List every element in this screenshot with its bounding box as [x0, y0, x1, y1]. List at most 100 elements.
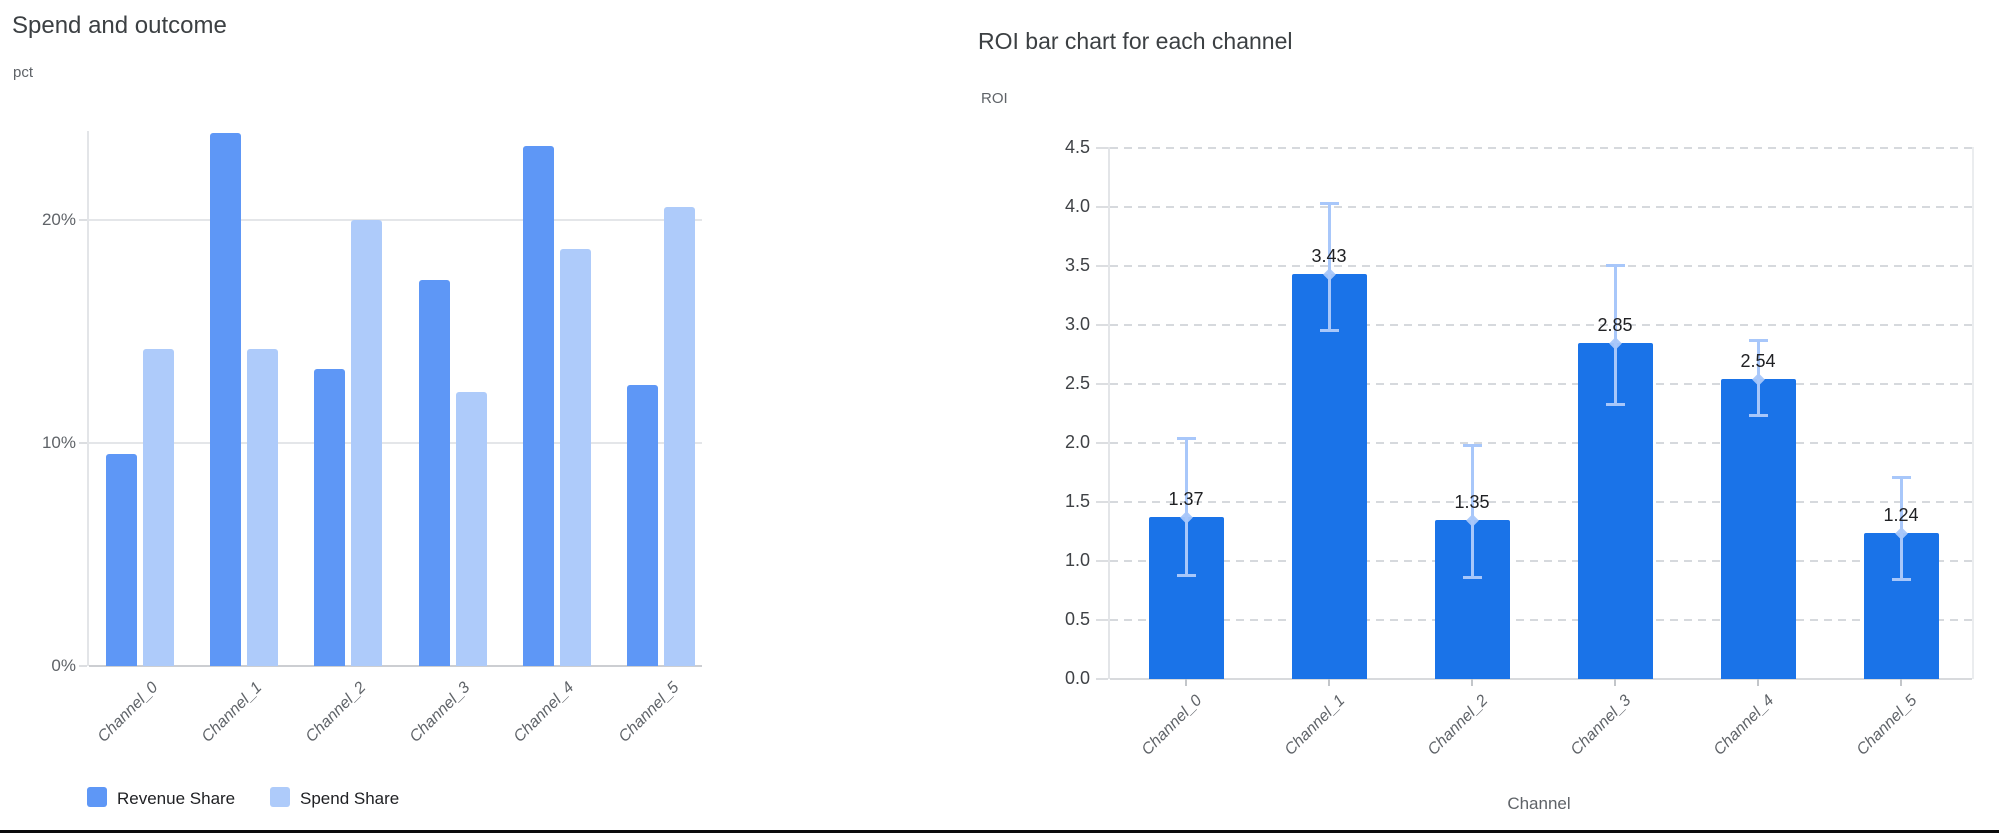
left-xlabel-channel_1: Channel_1 [198, 679, 266, 746]
left-xlabel-channel_2: Channel_2 [302, 679, 370, 746]
right-xlabel-channel_2: Channel_2 [1424, 692, 1492, 759]
right-chart-title: ROI bar chart for each channel [978, 28, 1293, 54]
right-xlabel-channel_5: Channel_5 [1853, 692, 1921, 759]
error-bar-cap-top-channel_2 [1462, 444, 1482, 448]
right-ytick-2.5: 2.5 [1064, 373, 1090, 393]
right-xtick-mark-channel_4 [1757, 679, 1759, 686]
right-x-axis-title: Channel [1507, 794, 1571, 813]
left-gridline-10% [89, 442, 702, 444]
right-ytick-mark-0.0 [1096, 678, 1108, 680]
right-xtick-mark-channel_3 [1614, 679, 1616, 686]
legend-label-revenue-share: Revenue Share [117, 789, 236, 808]
error-bar-cap-bottom-channel_4 [1748, 413, 1768, 417]
roi-bar-channel_4[interactable] [1720, 379, 1796, 679]
bar-spend-share-channel_5[interactable] [664, 206, 695, 666]
error-bar-cap-top-channel_1 [1319, 202, 1339, 206]
right-ytick-3.5: 3.5 [1064, 255, 1090, 275]
error-bar-stem-channel_1 [1327, 203, 1331, 331]
bar-revenue-share-channel_4[interactable] [522, 146, 554, 666]
left-x-axis-line [89, 665, 702, 667]
left-ytick-mark-20% [79, 219, 87, 221]
right-y-axis-labels: 0.0 0.5 1.0 1.5 2.0 2.5 3.0 3.5 4.0 4.5 [1000, 0, 1090, 838]
right-ytick-mark-2.0 [1096, 442, 1108, 444]
left-gridline-20% [89, 219, 702, 221]
right-xlabel-channel_4: Channel_4 [1710, 692, 1778, 759]
error-bar-stem-channel_3 [1613, 264, 1617, 406]
bar-revenue-share-channel_3[interactable] [418, 280, 450, 666]
left-ytick-mark-10% [79, 442, 87, 444]
right-ytick-mark-4.0 [1096, 206, 1108, 208]
left-ytick-mark-0% [79, 665, 87, 667]
bar-revenue-share-channel_0[interactable] [106, 454, 137, 666]
right-gridline-4.0 [1110, 206, 1972, 208]
bar-spend-share-channel_3[interactable] [455, 391, 487, 666]
right-ytick-mark-1.0 [1096, 560, 1108, 562]
right-ytick-1.5: 1.5 [1064, 491, 1090, 511]
bar-revenue-share-channel_5[interactable] [627, 385, 658, 666]
roi-value-label-channel_4: 2.54 [1740, 351, 1776, 372]
error-bar-cap-bottom-channel_5 [1891, 577, 1911, 581]
right-ytick-mark-0.5 [1096, 619, 1108, 621]
right-ytick-4.5: 4.5 [1064, 137, 1090, 157]
error-bar-cap-bottom-channel_0 [1176, 574, 1196, 578]
right-x-axis-line [1110, 678, 1972, 680]
right-xlabel-channel_1: Channel_1 [1281, 692, 1349, 759]
left-ytick-10%: 10% [41, 433, 76, 452]
right-xlabel-channel_0: Channel_0 [1138, 692, 1206, 759]
right-plot-area: 1.37 3.43 1.35 2.85 2.54 1.24 [1108, 147, 1974, 686]
right-xtick-mark-channel_5 [1900, 679, 1902, 686]
right-gridline-2.0 [1110, 442, 1972, 444]
legend-swatch-spend-share [270, 787, 290, 807]
left-xlabel-channel_3: Channel_3 [406, 679, 474, 746]
right-gridline-1.0 [1110, 560, 1972, 562]
roi-value-label-channel_5: 1.24 [1883, 504, 1919, 525]
left-plot-area [87, 131, 702, 667]
bar-spend-share-channel_0[interactable] [143, 349, 174, 666]
bar-spend-share-channel_4[interactable] [559, 249, 591, 666]
left-xlabel-channel_0: Channel_0 [94, 679, 162, 746]
legend-swatch-revenue-share [87, 787, 107, 807]
right-ytick-mark-3.5 [1096, 265, 1108, 267]
roi-bar-channel_1[interactable] [1291, 274, 1367, 679]
right-gridline-3.5 [1110, 265, 1972, 267]
right-gridline-4.5 [1110, 147, 1972, 149]
roi-value-label-channel_3: 2.85 [1597, 314, 1633, 335]
error-bar-cap-bottom-channel_2 [1462, 575, 1482, 579]
roi-value-label-channel_2: 1.35 [1454, 491, 1490, 512]
right-ytick-2.0: 2.0 [1064, 432, 1090, 452]
error-bar-cap-top-channel_0 [1176, 437, 1196, 441]
bar-revenue-share-channel_2[interactable] [314, 369, 346, 666]
right-ytick-0.0: 0.0 [1064, 668, 1090, 688]
error-bar-cap-bottom-channel_1 [1319, 328, 1339, 332]
error-bar-stem-channel_0 [1184, 438, 1188, 577]
right-ytick-0.5: 0.5 [1064, 609, 1090, 629]
right-xlabel-channel_3: Channel_3 [1567, 692, 1635, 759]
error-bar-cap-bottom-channel_3 [1605, 403, 1625, 407]
right-gridline-0.5 [1110, 619, 1972, 621]
left-y-axis-unit: pct [13, 64, 34, 81]
error-bar-stem-channel_2 [1470, 445, 1474, 578]
right-y-axis-unit: ROI [981, 90, 1008, 107]
bar-spend-share-channel_2[interactable] [351, 220, 383, 666]
error-bar-cap-top-channel_5 [1891, 476, 1911, 480]
right-ytick-3.0: 3.0 [1064, 314, 1090, 334]
right-xtick-mark-channel_0 [1185, 679, 1187, 686]
error-bar-cap-top-channel_3 [1605, 263, 1625, 267]
right-xtick-mark-channel_1 [1328, 679, 1330, 686]
right-gridline-3.0 [1110, 324, 1972, 326]
bottom-divider [0, 830, 1999, 833]
left-ytick-20%: 20% [41, 210, 76, 229]
right-ytick-mark-1.5 [1096, 501, 1108, 503]
right-ytick-mark-2.5 [1096, 383, 1108, 385]
right-ytick-mark-4.5 [1096, 147, 1108, 149]
left-ytick-0%: 0% [51, 656, 76, 675]
left-xlabel-channel_5: Channel_5 [615, 679, 683, 746]
bar-revenue-share-channel_1[interactable] [210, 133, 242, 666]
error-bar-cap-top-channel_4 [1748, 339, 1768, 343]
roi-value-label-channel_0: 1.37 [1168, 489, 1204, 510]
legend-label-spend-share: Spend Share [300, 789, 400, 808]
left-y-axis-labels: 0% 10% 20% [0, 0, 76, 838]
roi-value-label-channel_1: 3.43 [1311, 246, 1347, 267]
bar-spend-share-channel_1[interactable] [247, 349, 279, 666]
right-gridline-1.5 [1110, 501, 1972, 503]
